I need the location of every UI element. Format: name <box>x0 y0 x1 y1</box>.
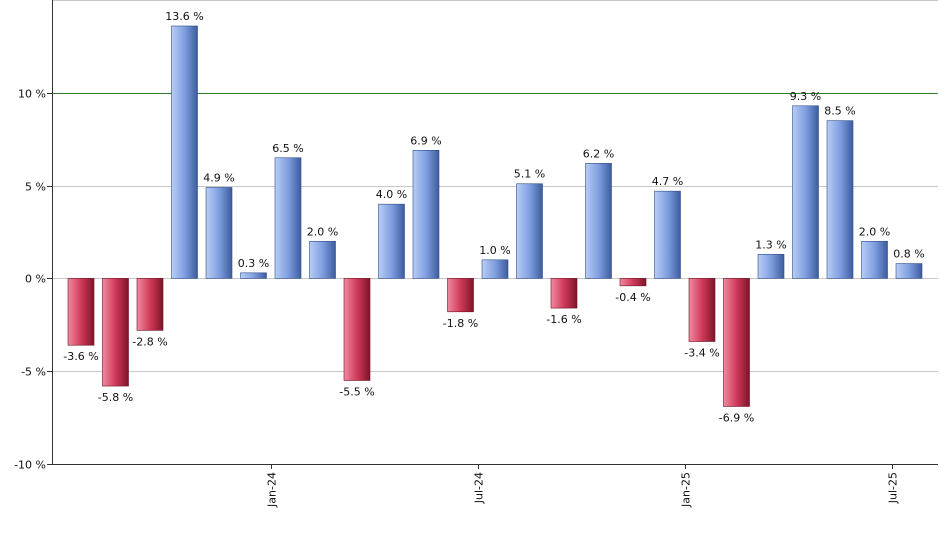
bar <box>792 105 819 279</box>
bar <box>240 272 267 279</box>
data-label: 2.0 % <box>859 225 890 238</box>
data-label: 1.3 % <box>755 238 786 251</box>
data-label: 6.9 % <box>410 134 441 147</box>
data-label: 2.0 % <box>307 225 338 238</box>
bar <box>171 25 198 279</box>
bar <box>343 278 371 381</box>
x-tick-label: Jul-24 <box>473 472 486 504</box>
bar <box>550 278 578 309</box>
bar <box>205 187 233 279</box>
bar <box>447 278 474 313</box>
bar <box>481 259 509 279</box>
bar <box>102 278 129 387</box>
bar <box>895 263 923 279</box>
data-label: 4.9 % <box>203 171 234 184</box>
axes: 10 % 5 % 0 % -5 % -10 % Jan-24 Jul-24 Jan-25 Jul… <box>14 0 938 508</box>
bar <box>585 163 612 279</box>
data-label: -3.4 % <box>684 347 719 360</box>
bar <box>654 190 681 279</box>
bar <box>757 253 785 279</box>
data-label: 8.5 % <box>824 105 855 118</box>
data-label: -2.8 % <box>132 335 167 348</box>
x-tick-label: Jan-24 <box>266 472 279 508</box>
data-label: -6.9 % <box>719 411 754 424</box>
data-label: 4.7 % <box>652 175 683 188</box>
bar <box>274 157 302 279</box>
data-label: 4.0 % <box>376 188 407 201</box>
data-label: 9.3 % <box>790 90 821 103</box>
y-tick-label: 0 % <box>25 273 46 286</box>
y-tick-label: -5 % <box>21 366 46 379</box>
data-label: 6.2 % <box>583 147 614 160</box>
bar <box>516 183 543 279</box>
bar <box>378 203 405 279</box>
bar <box>861 240 888 279</box>
bar <box>309 240 336 279</box>
y-tick-label: 5 % <box>25 181 46 194</box>
data-label: 5.1 % <box>514 168 545 181</box>
bar <box>723 278 750 407</box>
data-label: -3.6 % <box>63 350 98 363</box>
bar <box>826 120 854 279</box>
y-tick-label: -10 % <box>14 459 46 472</box>
data-label: 6.5 % <box>272 142 303 155</box>
data-label: 0.8 % <box>893 248 924 261</box>
bar <box>67 278 95 346</box>
y-tick-label: 10 % <box>18 88 46 101</box>
x-tick-label: Jul-25 <box>887 472 900 504</box>
data-label: -1.6 % <box>546 313 581 326</box>
data-label: 0.3 % <box>238 257 269 270</box>
bar <box>136 278 164 331</box>
x-tick-label: Jan-25 <box>680 472 693 508</box>
bar <box>688 278 716 342</box>
data-label: -5.8 % <box>98 391 133 404</box>
bars <box>67 25 923 407</box>
data-label: -5.5 % <box>339 385 374 398</box>
data-label: 13.6 % <box>165 10 203 23</box>
data-label: -0.4 % <box>615 291 650 304</box>
bar <box>412 150 440 279</box>
data-labels: -3.6 % -5.8 % -2.8 % 13.6 % 4.9 % 0.3 % 6.5 % 2… <box>63 10 924 424</box>
data-label: -1.8 % <box>443 317 478 330</box>
data-label: 1.0 % <box>479 244 510 257</box>
bar <box>619 278 647 287</box>
